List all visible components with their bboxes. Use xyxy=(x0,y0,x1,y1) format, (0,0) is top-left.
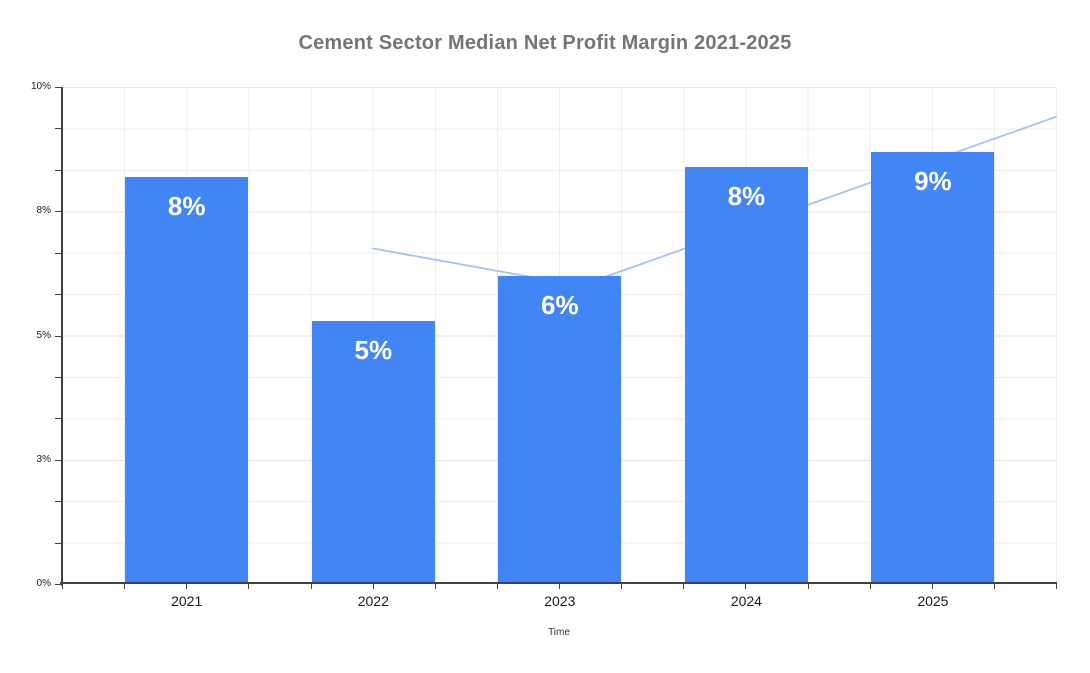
x-axis-title: Time xyxy=(548,627,570,638)
y-axis-tick xyxy=(55,128,63,130)
y-axis-tick xyxy=(55,87,63,88)
y-axis-tick xyxy=(55,335,63,337)
x-axis-line xyxy=(60,582,1057,584)
y-axis-tick xyxy=(55,418,63,420)
bar-value-label-2024: 8% xyxy=(727,180,766,211)
bar-value-label-2023: 6% xyxy=(541,289,579,320)
x-axis-tick xyxy=(931,583,933,589)
bar-2024: 8% xyxy=(684,166,808,584)
x-axis-tick xyxy=(993,583,995,589)
x-axis-tick xyxy=(1056,583,1057,589)
x-axis-tick xyxy=(869,583,871,589)
y-tick-label-0%: 0% xyxy=(36,578,51,589)
x-axis-tick xyxy=(124,583,126,589)
y-axis-tick xyxy=(55,376,63,378)
x-axis-tick xyxy=(496,583,498,589)
x-axis-tick xyxy=(248,583,250,589)
x-tick-label-2023: 2023 xyxy=(544,593,576,609)
x-axis-tick xyxy=(434,583,436,589)
plot-area: 8% 5% 6% 8% 9% xyxy=(62,87,1057,584)
y-axis-tick xyxy=(55,459,63,461)
bar-value-label-2022: 5% xyxy=(354,334,393,365)
x-axis-tick xyxy=(683,583,685,589)
y-tick-label-3%: 3% xyxy=(36,453,51,465)
bar-2025: 9% xyxy=(871,151,995,584)
y-axis-tick xyxy=(55,294,63,296)
x-axis-tick xyxy=(186,583,188,589)
x-axis-labels: 2021 2022 2023 2024 2025 xyxy=(62,593,1056,613)
bar-value-label-2025: 9% xyxy=(914,165,952,196)
x-tick-label-2021: 2021 xyxy=(171,593,203,609)
y-tick-label-8%: 8% xyxy=(36,205,51,217)
y-axis-tick xyxy=(55,542,63,544)
y-axis-tick xyxy=(55,584,63,585)
x-tick-label-2025: 2025 xyxy=(917,593,949,609)
y-axis-tick xyxy=(55,169,63,171)
y-tick-label-10%: 10% xyxy=(30,81,51,92)
y-axis-labels: 10% 8% 5% 3% 0% xyxy=(0,81,56,589)
x-tick-label-2024: 2024 xyxy=(730,593,762,609)
y-axis-tick xyxy=(55,252,63,254)
x-tick-label-2022: 2022 xyxy=(357,593,389,609)
y-axis-tick xyxy=(55,501,63,503)
chart-title: Cement Sector Median Net Profit Margin 2… xyxy=(298,32,792,54)
bar-2022: 5% xyxy=(311,320,435,584)
bar-value-label-2021: 8% xyxy=(167,190,206,221)
x-axis-tick xyxy=(372,583,374,589)
bars-group: 8% 5% 6% 8% 9% xyxy=(62,87,1056,584)
bar-2021: 8% xyxy=(125,176,249,584)
x-axis-tick xyxy=(745,583,747,589)
x-axis-tick xyxy=(807,583,809,589)
x-axis-tick xyxy=(559,583,560,589)
x-axis-tick xyxy=(621,583,623,589)
bar-2023: 6% xyxy=(498,275,622,584)
y-tick-label-5%: 5% xyxy=(36,329,51,341)
x-axis-tick xyxy=(62,583,63,589)
y-axis-line xyxy=(61,87,63,586)
y-axis-tick xyxy=(55,211,63,213)
x-axis-tick xyxy=(310,583,312,589)
